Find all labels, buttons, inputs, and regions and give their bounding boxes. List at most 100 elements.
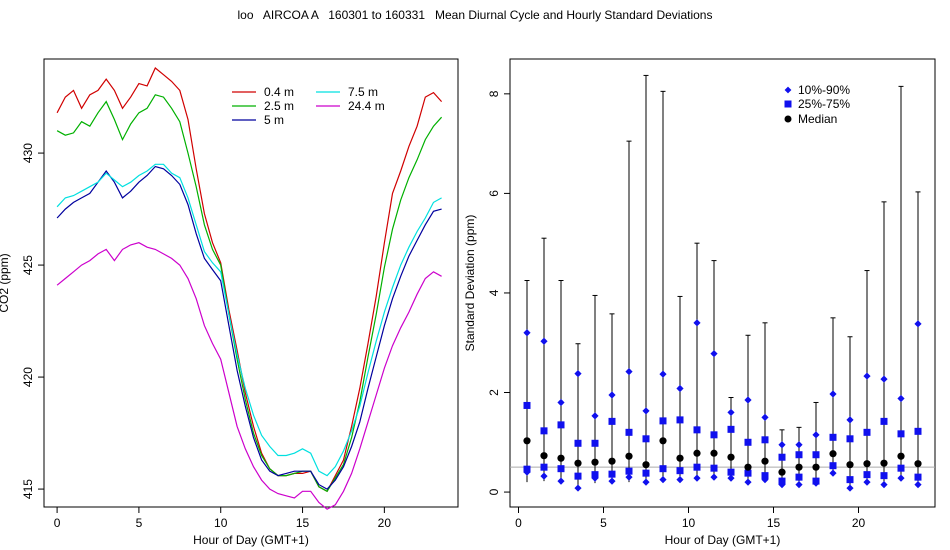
left-plot-panel: 0 5 10 15 20 415 420 425 430 Hour of Day (GMT+1) C… — [0, 58, 459, 547]
median-point — [591, 458, 599, 466]
p90-point — [744, 396, 752, 404]
right-x-tick-label: 10 — [682, 516, 696, 530]
p75-point — [693, 426, 701, 434]
median-point — [693, 449, 701, 457]
series-line-0-4-m — [56, 67, 443, 493]
legend-label: 2.5 m — [264, 99, 294, 113]
median-point — [710, 449, 718, 457]
p90-point — [863, 372, 871, 380]
p25-point — [540, 463, 548, 471]
left-x-tick-label: 15 — [296, 516, 310, 530]
p25-point — [608, 470, 616, 478]
p75-point — [676, 416, 684, 424]
p75-point — [880, 417, 888, 425]
p75-point — [574, 439, 582, 447]
median-point — [676, 454, 684, 462]
median-point — [744, 463, 752, 471]
median-point — [863, 460, 871, 468]
left-y-tick-label: 420 — [21, 367, 35, 387]
p90-point — [795, 441, 803, 449]
p10-point — [897, 474, 905, 482]
left-x-axis-label: Hour of Day (GMT+1) — [193, 533, 309, 547]
right-x-tick-label: 20 — [852, 516, 866, 530]
p10-point — [676, 476, 684, 484]
p25-point — [795, 473, 803, 481]
right-y-tick-label: 6 — [487, 190, 501, 197]
left-plot-frame — [43, 58, 459, 508]
legend-label: 25%-75% — [798, 97, 850, 111]
p90-point — [659, 370, 667, 378]
p10-point — [693, 474, 701, 482]
p75-point — [591, 439, 599, 447]
p75-point — [608, 417, 616, 425]
p10-point — [795, 481, 803, 489]
p25-point — [693, 463, 701, 471]
p25-point — [676, 467, 684, 475]
p90-point — [727, 408, 735, 417]
left-y-tick-label: 430 — [21, 143, 35, 163]
p10-point — [557, 477, 565, 485]
p75-point — [523, 401, 531, 409]
p10-point — [829, 469, 837, 477]
right-x-tick-label: 0 — [515, 516, 522, 530]
p75-point — [744, 438, 752, 446]
median-point — [880, 459, 888, 467]
p10-point — [761, 476, 769, 484]
p75-point — [778, 453, 786, 461]
p25-point — [727, 468, 735, 476]
p25-point — [557, 465, 565, 473]
right-y-tick-label: 4 — [487, 289, 501, 296]
median-point — [778, 468, 786, 476]
p90-point — [693, 319, 701, 327]
legend-label: 5 m — [264, 113, 284, 127]
p25-point — [880, 472, 888, 480]
p10-point — [863, 478, 871, 486]
right-y-tick-label: 8 — [487, 90, 501, 97]
legend-swatch-p10-p90 — [784, 86, 792, 94]
median-point — [846, 461, 854, 469]
p75-point — [897, 430, 905, 438]
chart-title: loo AIRCOA A 160301 to 160331 Mean Diurn… — [237, 8, 713, 22]
p75-point — [727, 425, 735, 433]
p90-point — [523, 329, 531, 337]
p90-point — [914, 320, 922, 328]
p25-point — [863, 471, 871, 479]
left-x-tick-label: 20 — [378, 516, 392, 530]
p10-point — [659, 476, 667, 484]
median-point — [914, 460, 922, 468]
p75-point — [829, 433, 837, 441]
median-point — [642, 461, 650, 469]
p25-point — [710, 464, 718, 472]
p75-point — [846, 435, 854, 443]
right-x-tick-label: 15 — [767, 516, 781, 530]
p75-point — [642, 435, 650, 443]
p90-point — [829, 390, 837, 398]
p25-point — [778, 477, 786, 485]
p90-point — [710, 350, 718, 358]
p90-point — [625, 368, 633, 376]
p25-point — [761, 472, 769, 480]
legend-label: 7.5 m — [348, 85, 378, 99]
p90-point — [897, 394, 905, 403]
p25-point — [591, 471, 599, 479]
p10-point — [625, 473, 633, 481]
p75-point — [863, 428, 871, 436]
legend-label: 24.4 m — [348, 99, 385, 113]
p25-point — [829, 462, 837, 470]
median-point — [523, 437, 531, 445]
left-y-tick-label: 415 — [21, 479, 35, 499]
right-plot-frame — [509, 58, 936, 508]
p90-point — [761, 413, 769, 421]
p10-point — [846, 484, 854, 492]
p90-point — [591, 412, 599, 420]
p10-point — [642, 478, 650, 486]
series-line-5-m — [56, 165, 442, 490]
median-point — [829, 450, 837, 458]
right-plot-panel: 0 5 10 15 20 0 2 4 6 8 Hour of Day (GMT+1) Standard… — [463, 58, 936, 547]
left-y-axis-label: CO2 (ppm) — [0, 253, 11, 312]
p25-point — [523, 465, 531, 473]
right-y-tick-label: 0 — [487, 488, 501, 495]
p25-point — [897, 464, 905, 472]
median-point — [812, 463, 820, 471]
